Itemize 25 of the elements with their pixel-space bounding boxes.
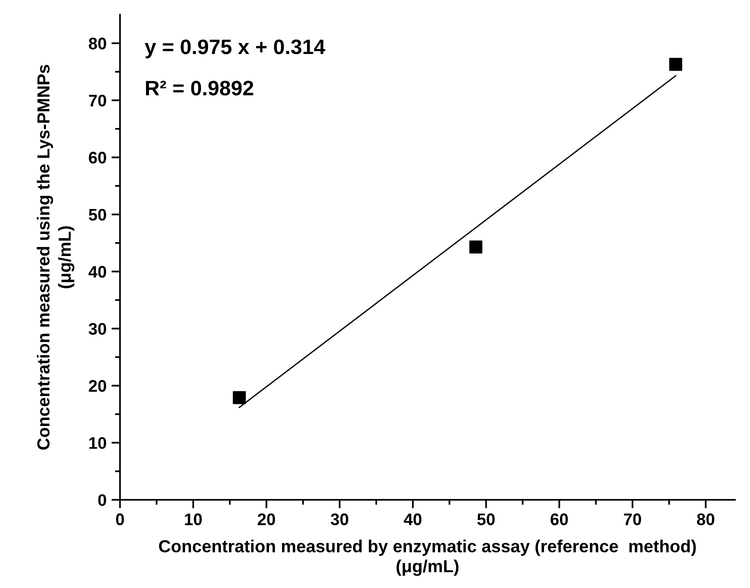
y-axis-title: Concentration measured using the Lys-PMNPs (μg/mL) [36,64,74,450]
x-tick-label: 40 [404,513,422,526]
x-tick-label: 50 [477,513,495,526]
x-tick-label: 70 [624,513,642,526]
x-tick-label: 30 [330,513,348,526]
y-tick-label: 20 [88,380,106,392]
point [469,240,482,254]
y-tick-label: 0 [98,494,106,506]
x-axis-title: Concentration measured by enzymatic assay (reference method) (μg/mL) [159,540,696,576]
annotation: y = 0.975 x + 0.314 [144,39,326,58]
point [669,58,682,71]
y-tick-label: 80 [88,38,106,50]
point [232,391,246,404]
x-tick-label: 80 [696,513,714,526]
y-tick-label: 60 [88,152,106,164]
x-tick-label: 20 [258,513,276,526]
y-tick-label: 10 [89,437,106,449]
y-tick-label: 30 [88,322,106,335]
x-tick-label: 60 [550,513,568,526]
y-tick-label: 40 [88,266,106,278]
y-tick-label: 50 [88,208,106,221]
y-tick-label: 70 [88,94,106,107]
x-tick-label: 10 [184,513,202,526]
annotation: R² = 0.9892 [146,80,254,96]
x-tick-label: 0 [116,513,124,526]
